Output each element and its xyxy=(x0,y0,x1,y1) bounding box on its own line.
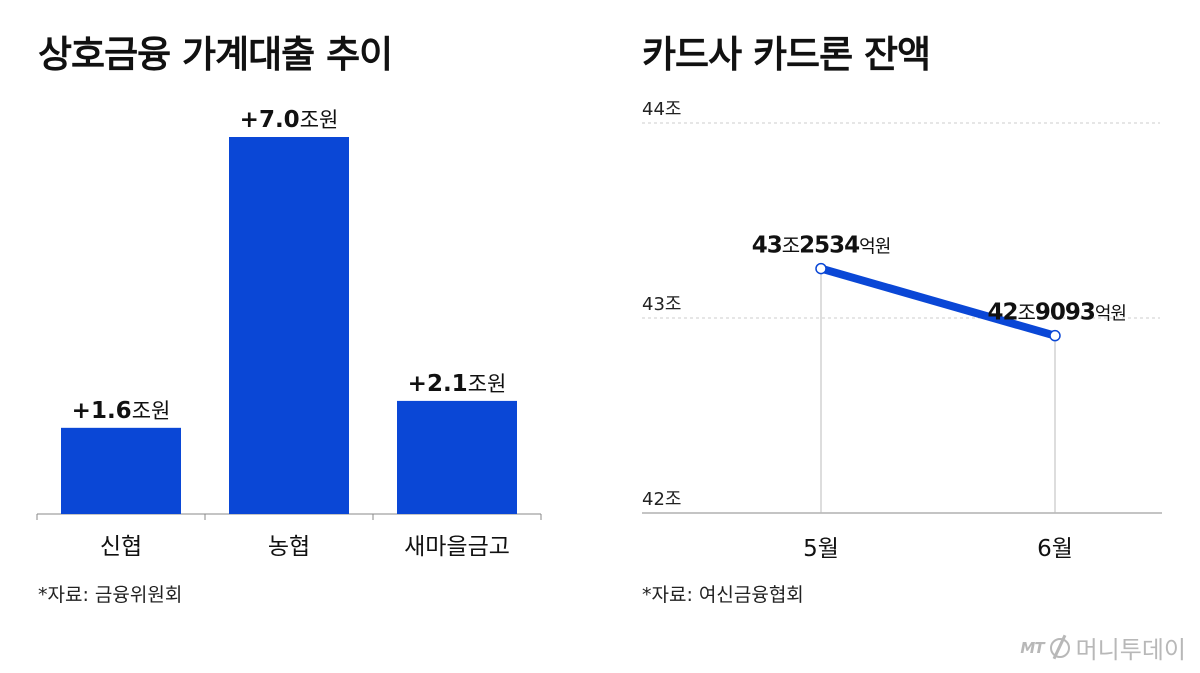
line-x-tick-label: 6월 xyxy=(1037,536,1073,562)
bar-value-label: +7.0조원 xyxy=(240,107,339,133)
line-point xyxy=(1049,329,1061,342)
bar xyxy=(397,400,517,514)
bar-category-label: 새마을금고 xyxy=(404,534,510,560)
logo-mark: MT xyxy=(1020,638,1044,657)
line-x-tick-label: 5월 xyxy=(803,536,839,562)
right-chart-title: 카드사 카드론 잔액 xyxy=(642,33,931,76)
bar-category-label: 신협 xyxy=(100,534,142,560)
publisher-logo: MT 머니투데이 xyxy=(1020,630,1186,665)
logo-name: 머니투데이 xyxy=(1075,636,1186,664)
line-point xyxy=(815,262,827,275)
bar-value-label: +2.1조원 xyxy=(408,371,507,397)
left-chart-title: 상호금융 가계대출 추이 xyxy=(38,33,393,76)
bar-value-label: +1.6조원 xyxy=(72,398,171,424)
left-chart-source: *자료: 금융위원회 xyxy=(38,584,183,606)
line-y-tick-label: 44조 xyxy=(642,99,681,120)
logo-emblem-icon xyxy=(1049,637,1070,658)
series-line xyxy=(819,264,1057,340)
right-chart-source: *자료: 여신금융협회 xyxy=(642,584,804,606)
line-y-tick-label: 43조 xyxy=(642,294,681,315)
bar xyxy=(61,427,181,514)
bar-category-label: 농협 xyxy=(268,534,310,560)
line-point-label: 43조2534억원 xyxy=(752,233,891,259)
line-point-label: 42조9093억원 xyxy=(987,300,1126,326)
line-y-tick-label: 42조 xyxy=(642,489,681,510)
bar xyxy=(229,137,349,514)
